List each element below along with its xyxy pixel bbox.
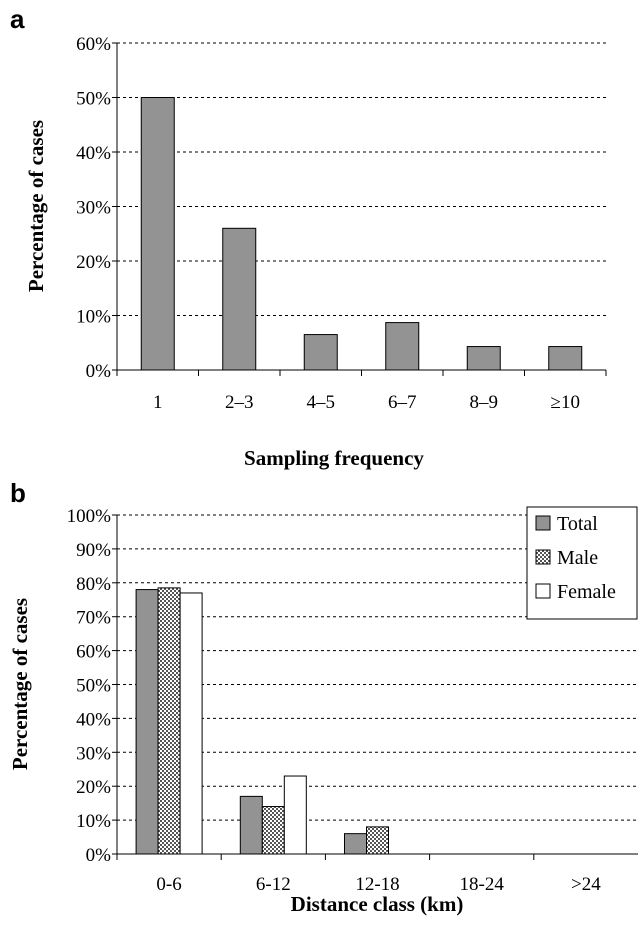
x-tick-label: >24	[571, 874, 601, 895]
y-tick-label: 0%	[86, 361, 112, 382]
y-tick-label: 30%	[76, 198, 111, 219]
y-tick-label: 70%	[76, 608, 111, 629]
bar	[140, 97, 175, 371]
bar-male	[366, 826, 389, 855]
legend-swatch-total	[535, 515, 551, 531]
y-tick-label: 40%	[76, 709, 111, 730]
bar	[303, 334, 338, 371]
bar-male	[157, 587, 181, 855]
panel-a-x-ticks: 1 2–3 4–5 6–7 8–9 ≥10	[116, 370, 607, 413]
y-tick-label: 20%	[76, 777, 111, 798]
bar	[548, 346, 583, 371]
y-tick-label: 60%	[76, 34, 111, 55]
panel-b-bars	[135, 587, 389, 855]
y-tick-label: 0%	[86, 845, 112, 866]
legend-swatch-female	[535, 583, 551, 599]
bar	[222, 227, 257, 371]
x-tick-label: 6-12	[256, 874, 291, 895]
panel-b-y-ticks: 0% 10% 20% 30% 40% 50% 60% 70% 80% 90% 100%	[67, 506, 117, 866]
x-tick-label: 8–9	[470, 392, 499, 413]
y-tick-label: 60%	[76, 642, 111, 663]
bar	[385, 322, 420, 371]
bar-female	[283, 775, 307, 855]
x-tick-label: 6–7	[388, 392, 417, 413]
panel-b-x-axis-title: Distance class (km)	[291, 892, 464, 916]
y-tick-label: 10%	[76, 307, 111, 328]
x-tick-label: 0-6	[156, 874, 181, 895]
panel-b-letter: b	[10, 478, 26, 508]
panel-b-chart: b 0% 10% 20% 30% 40% 50% 60% 70% 80% 90% 100% 0-6 6…	[8, 478, 638, 916]
legend-label-total: Total	[557, 513, 598, 535]
legend-label-female: Female	[557, 581, 616, 603]
panel-a-gridlines	[117, 42, 606, 316]
panel-a-bars	[140, 97, 583, 371]
x-tick-label: 1	[153, 392, 163, 413]
panel-a-x-axis-title: Sampling frequency	[244, 446, 424, 470]
x-tick-label: 2–3	[225, 392, 254, 413]
y-tick-label: 30%	[76, 743, 111, 764]
bar-female	[179, 592, 203, 855]
panel-a-y-axis-title: Percentage of cases	[24, 120, 48, 292]
legend-swatch-male	[535, 549, 551, 565]
bar-total	[135, 589, 159, 855]
x-tick-label: 12-18	[355, 874, 399, 895]
legend-label-male: Male	[557, 547, 598, 569]
panel-b-y-axis-title: Percentage of cases	[8, 598, 32, 770]
x-tick-label: ≥10	[551, 392, 580, 413]
y-tick-label: 40%	[76, 143, 111, 164]
bar-total	[344, 833, 367, 855]
y-tick-label: 20%	[76, 252, 111, 273]
x-tick-label: 4–5	[307, 392, 336, 413]
panel-b-legend: Total Male Female	[526, 506, 638, 620]
panel-b-x-ticks: 0-6 6-12 12-18 18-24 >24	[116, 854, 601, 895]
panel-a-chart: a 0%10%20%30%40%50%60% 1 2–3 4–5 6–7 8–9 ≥10 …	[10, 4, 607, 470]
bar-male	[261, 806, 285, 855]
bar-total	[239, 795, 263, 855]
y-tick-label: 90%	[76, 540, 111, 561]
y-tick-label: 50%	[76, 676, 111, 697]
y-tick-label: 100%	[67, 506, 112, 527]
x-tick-label: 18-24	[460, 874, 505, 895]
y-tick-label: 10%	[76, 811, 111, 832]
bar	[466, 346, 501, 371]
panel-a-y-ticks: 0% 10% 20% 30% 40% 50% 60%	[76, 34, 117, 382]
y-tick-label: 50%	[76, 89, 111, 110]
y-tick-label: 80%	[76, 574, 111, 595]
panel-a-letter: a	[10, 4, 25, 34]
